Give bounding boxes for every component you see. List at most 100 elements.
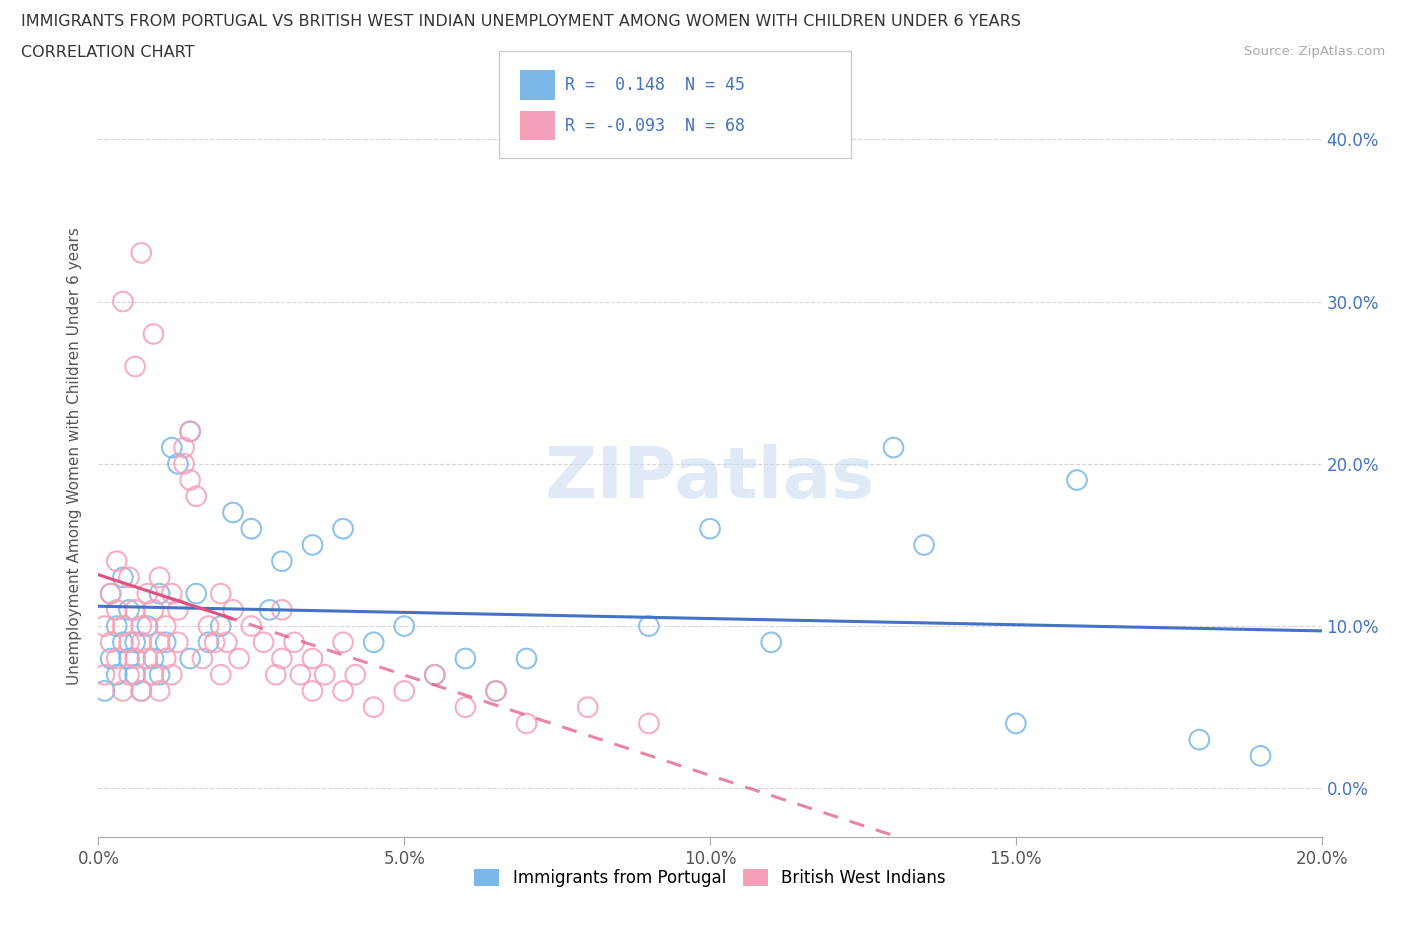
Point (454, 699, 477, 714)
Point (240, 522, 263, 537)
Point (332, 684, 354, 698)
Point (118, 668, 141, 683)
Point (576, 699, 599, 714)
Text: CORRELATION CHART: CORRELATION CHART (21, 45, 194, 60)
Point (124, 635, 146, 650)
Point (100, 586, 122, 601)
Point (129, 684, 152, 698)
Point (344, 668, 367, 683)
Point (197, 635, 219, 650)
Point (111, 294, 134, 309)
Point (100, 586, 122, 601)
Text: ZIPatlas: ZIPatlas (546, 445, 875, 513)
Point (149, 668, 172, 683)
Point (240, 618, 263, 633)
Point (332, 635, 354, 650)
Point (301, 684, 323, 698)
Point (215, 635, 238, 650)
Point (1249, 749, 1271, 764)
Point (105, 668, 128, 683)
Point (155, 618, 177, 633)
Point (423, 668, 446, 683)
Point (186, 489, 208, 504)
Point (485, 684, 508, 698)
Point (392, 684, 416, 698)
Point (270, 603, 292, 618)
Point (136, 651, 159, 666)
Point (155, 651, 177, 666)
Point (454, 651, 477, 666)
Point (142, 603, 165, 618)
Point (209, 668, 232, 683)
Point (118, 635, 141, 650)
Point (485, 684, 508, 698)
Point (759, 635, 782, 650)
Point (363, 635, 385, 650)
Point (93, 618, 115, 633)
Point (290, 668, 312, 683)
Point (222, 603, 245, 618)
Point (173, 440, 195, 455)
Point (270, 553, 292, 568)
Point (1066, 472, 1088, 487)
Point (105, 603, 128, 618)
Point (93, 684, 115, 698)
Point (301, 651, 323, 666)
Point (105, 553, 128, 568)
Point (314, 668, 336, 683)
Point (124, 651, 146, 666)
Point (129, 618, 152, 633)
Point (173, 457, 195, 472)
Point (111, 684, 134, 698)
Point (155, 635, 177, 650)
Point (142, 326, 165, 341)
Text: Source: ZipAtlas.com: Source: ZipAtlas.com (1244, 45, 1385, 58)
Point (179, 651, 201, 666)
Point (252, 635, 274, 650)
Point (124, 603, 146, 618)
Point (301, 538, 323, 552)
Point (160, 586, 183, 601)
Legend: Immigrants from Portugal, British West Indians: Immigrants from Portugal, British West I… (468, 862, 952, 894)
Y-axis label: Unemployment Among Women with Children Under 6 years: Unemployment Among Women with Children U… (67, 227, 83, 684)
Point (142, 651, 165, 666)
Text: R = -0.093  N = 68: R = -0.093 N = 68 (565, 116, 745, 135)
Point (167, 635, 190, 650)
Point (516, 651, 538, 666)
Point (1188, 732, 1211, 747)
Point (111, 618, 134, 633)
Point (392, 618, 416, 633)
Point (264, 668, 287, 683)
Point (129, 635, 152, 650)
Point (167, 457, 190, 472)
Point (179, 424, 201, 439)
Point (136, 586, 159, 601)
Point (179, 424, 201, 439)
Point (209, 586, 232, 601)
Point (149, 586, 172, 601)
Point (111, 635, 134, 650)
Point (129, 246, 152, 260)
Point (883, 440, 905, 455)
Text: IMMIGRANTS FROM PORTUGAL VS BRITISH WEST INDIAN UNEMPLOYMENT AMONG WOMEN WITH CH: IMMIGRANTS FROM PORTUGAL VS BRITISH WEST… (21, 14, 1021, 29)
Point (142, 668, 165, 683)
Point (423, 668, 446, 683)
Point (637, 618, 661, 633)
Point (129, 684, 152, 698)
Point (209, 618, 232, 633)
Point (186, 586, 208, 601)
Point (191, 651, 214, 666)
Point (259, 603, 281, 618)
Point (124, 359, 146, 374)
Point (1004, 716, 1026, 731)
Point (179, 472, 201, 487)
Point (204, 635, 226, 650)
Point (516, 716, 538, 731)
Point (105, 651, 128, 666)
Text: R =  0.148  N = 45: R = 0.148 N = 45 (565, 75, 745, 94)
Point (637, 716, 661, 731)
Point (118, 603, 141, 618)
Point (111, 570, 134, 585)
Point (270, 651, 292, 666)
Point (167, 603, 190, 618)
